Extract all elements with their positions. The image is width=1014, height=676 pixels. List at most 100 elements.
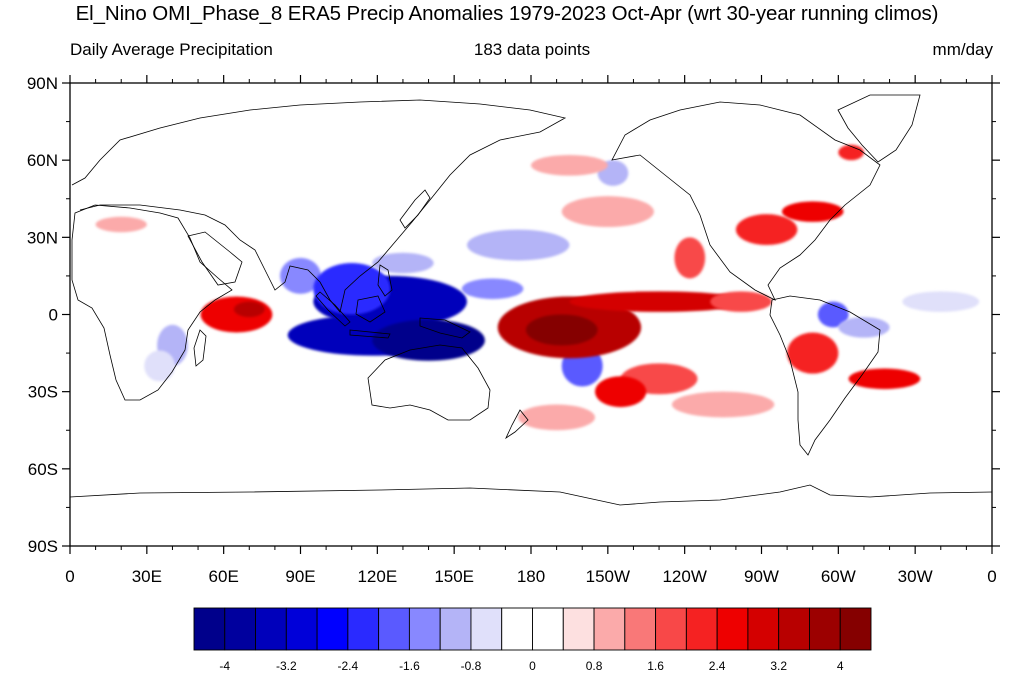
anomaly-region	[595, 376, 647, 408]
colorbar-label: -3.2	[276, 659, 297, 673]
anomaly-region	[674, 237, 706, 279]
coastline-south-america	[769, 295, 881, 456]
y-tick-label: 60N	[27, 151, 58, 170]
colorbar-swatch	[624, 607, 657, 651]
x-tick-label: 0	[987, 567, 996, 586]
anomaly-region	[838, 317, 890, 338]
colorbar-swatch	[655, 607, 687, 651]
colorbar-swatch	[347, 607, 380, 651]
colorbar-swatch	[224, 607, 256, 651]
y-tick-label: 30N	[27, 228, 58, 247]
anomaly-region	[200, 296, 273, 333]
colorbar-swatch	[378, 607, 410, 651]
colorbar-swatch	[193, 607, 226, 651]
colorbar-label: 3.2	[770, 659, 787, 673]
y-tick-label: 60S	[28, 460, 58, 479]
coastline-madagascar	[193, 329, 207, 367]
colorbar-swatch	[316, 607, 349, 651]
colorbar-swatch	[809, 607, 841, 651]
anomaly-region	[372, 252, 434, 274]
colorbar-swatch	[501, 607, 533, 651]
anomaly-field	[95, 144, 980, 431]
x-tick-label: 90W	[744, 567, 779, 586]
x-tick-label: 30E	[132, 567, 162, 586]
colorbar-swatch	[562, 607, 595, 651]
anomaly-region	[569, 291, 749, 312]
coastline-greenland	[837, 94, 921, 163]
map-title: El_Nino OMI_Phase_8 ERA5 Precip Anomalie…	[75, 2, 939, 25]
coastline-sumatra	[315, 291, 351, 327]
colorbar-swatch	[439, 607, 472, 651]
axis-ticks: 90N 60N 30N 0 30S 60S 90S 0 30E 60E 90E 120E 150E 180…	[27, 74, 1000, 586]
anomaly-region	[531, 155, 608, 176]
x-tick-label: 60W	[821, 567, 856, 586]
colorbar-label: 0.8	[586, 659, 603, 673]
anomaly-region	[313, 263, 391, 315]
coastline-java	[349, 329, 391, 339]
colorbar-swatch	[593, 607, 626, 651]
x-tick-label: 30W	[898, 567, 933, 586]
colorbar-label: -0.8	[461, 659, 482, 673]
anomaly-region	[735, 214, 798, 246]
colorbar-swatch	[778, 607, 810, 651]
anomaly-region	[561, 196, 654, 228]
anomaly-region	[144, 350, 176, 382]
coastline-africa	[71, 204, 233, 401]
y-tick-label: 0	[49, 306, 58, 325]
colorbar-swatch	[685, 607, 718, 651]
coastline-eurasia	[71, 99, 567, 313]
colorbar-label: 1.6	[647, 659, 664, 673]
x-tick-label: 120W	[662, 567, 706, 586]
colorbar-label: 0	[529, 659, 536, 673]
anomaly-region	[671, 391, 775, 418]
anomaly-region	[710, 291, 772, 312]
anomaly-region	[902, 291, 980, 312]
colorbar-swatch	[716, 607, 749, 651]
x-tick-label: 150W	[586, 567, 630, 586]
anomaly-region	[95, 216, 147, 233]
anomaly-region	[372, 319, 485, 361]
x-tick-label: 120E	[357, 567, 397, 586]
x-tick-label: 180	[517, 567, 545, 586]
coastline-new-zealand	[505, 409, 529, 440]
y-tick-label: 90S	[28, 537, 58, 556]
colorbar-swatch	[532, 607, 564, 651]
anomaly-region	[787, 332, 839, 374]
y-tick-label: 90N	[27, 74, 58, 93]
coastline-north-america	[611, 101, 881, 301]
x-tick-label: 90E	[285, 567, 315, 586]
coastline-philippines	[377, 264, 393, 297]
x-tick-label: 0	[65, 567, 74, 586]
colorbar-label: -2.4	[338, 659, 359, 673]
coastline-antarctica	[70, 484, 992, 506]
variable-label: Daily Average Precipitation	[70, 40, 273, 59]
anomaly-region	[848, 368, 921, 390]
colorbar-label: 2.4	[709, 659, 726, 673]
coastline-japan	[399, 189, 431, 229]
colorbar: -4 -3.2 -2.4 -1.6 -0.8 0 0.8 1.6 2.4 3.2 4	[193, 607, 872, 673]
colorbar-label: -4	[219, 659, 230, 673]
anomaly-region	[233, 301, 265, 318]
x-tick-label: 150E	[434, 567, 474, 586]
colorbar-swatch	[255, 607, 287, 651]
anomaly-region	[525, 314, 598, 346]
coastline-borneo	[355, 295, 386, 323]
colorbar-label: 4	[837, 659, 844, 673]
colorbar-swatch	[408, 607, 441, 651]
colorbar-swatch	[839, 607, 872, 651]
colorbar-swatch	[285, 607, 318, 651]
x-tick-label: 60E	[209, 567, 239, 586]
units-label: mm/day	[932, 40, 993, 59]
anomaly-region	[461, 278, 524, 300]
y-tick-label: 30S	[28, 383, 58, 402]
anomaly-region	[518, 404, 596, 431]
anomaly-region	[280, 257, 321, 294]
coastlines	[70, 94, 992, 506]
anomaly-region	[466, 229, 570, 261]
colorbar-swatch	[470, 607, 503, 651]
colorbar-label: -1.6	[399, 659, 420, 673]
coastline-australia	[367, 344, 491, 421]
coastline-new-guinea	[419, 317, 471, 339]
anomaly-region	[838, 144, 864, 161]
